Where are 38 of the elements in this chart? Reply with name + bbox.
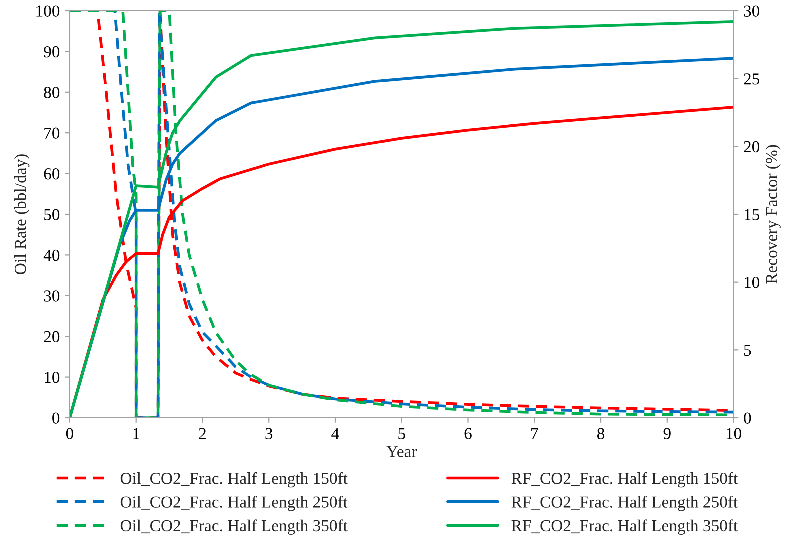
legend-label: Oil_CO2_Frac. Half Length 250ft	[120, 496, 348, 512]
y2-tick-label: 15	[744, 209, 760, 220]
y2-tick-label: 20	[744, 141, 760, 153]
y-tick-label: 70	[44, 128, 60, 140]
x-tick-label: 7	[532, 428, 538, 440]
y-tick-label: 30	[44, 290, 60, 302]
legend-label: RF_CO2_Frac. Half Length 350ft	[512, 520, 738, 535]
x-tick-label: 9	[664, 428, 671, 440]
x-tick-label: 2	[199, 428, 206, 440]
y-tick-label: 50	[44, 209, 60, 220]
y-tick-label: 100	[36, 6, 60, 17]
y2-tick-label: 5	[744, 345, 752, 356]
y2-tick-label: 10	[744, 277, 760, 288]
y-axis-title: Oil Rate (bbl/day)	[14, 154, 30, 274]
y2-axis-title: Recovery Factor (%)	[766, 145, 781, 284]
y-tick-label: 60	[44, 168, 60, 180]
y2-tick-label: 25	[744, 74, 760, 85]
x-tick-label: 0	[66, 428, 74, 440]
y-tick-label: 80	[44, 87, 60, 98]
y2-tick-label: 30	[744, 6, 760, 17]
x-tick-label: 8	[597, 428, 605, 440]
legend-label: Oil_CO2_Frac. Half Length 150ft	[120, 472, 348, 488]
legend-label: RF_CO2_Frac. Half Length 250ft	[512, 496, 738, 512]
x-tick-label: 6	[464, 428, 472, 440]
y2-tick-label: 0	[744, 412, 752, 424]
legend-label: Oil_CO2_Frac. Half Length 350ft	[120, 520, 348, 535]
x-tick-label: 5	[398, 428, 406, 440]
x-tick-label: 3	[266, 428, 273, 440]
y-tick-label: 20	[44, 331, 60, 343]
legend-label: RF_CO2_Frac. Half Length 150ft	[512, 472, 738, 488]
y-tick-label: 0	[52, 412, 60, 424]
x-tick-label: 4	[332, 428, 340, 440]
y-tick-label: 10	[45, 372, 60, 384]
x-tick-label: 1	[134, 428, 140, 440]
x-tick-label: 10	[726, 428, 742, 440]
y-tick-label: 90	[44, 46, 60, 58]
y-tick-label: 40	[44, 250, 60, 262]
x-axis-title: Year	[386, 446, 418, 458]
